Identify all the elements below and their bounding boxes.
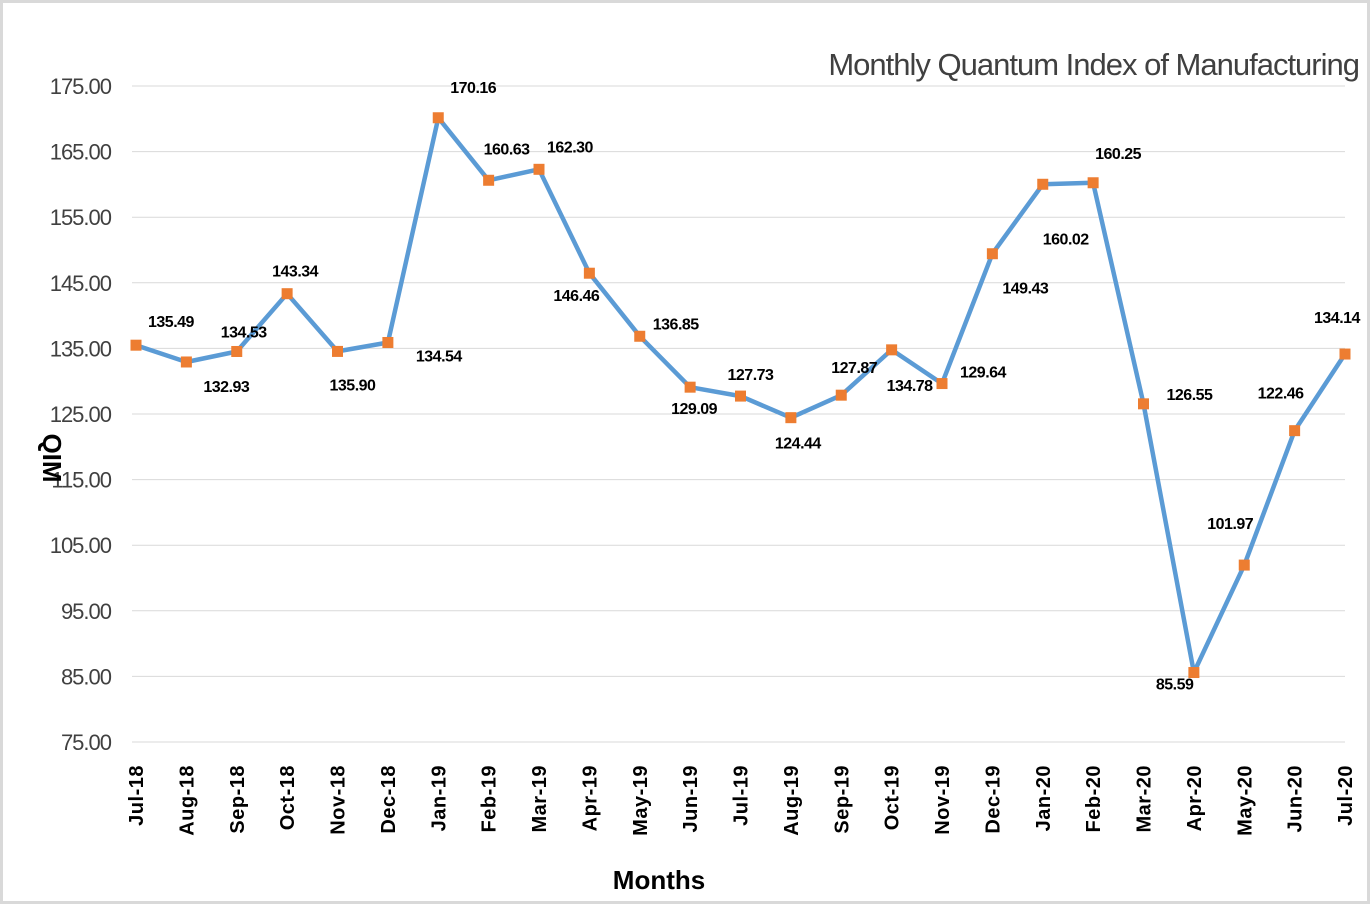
data-label: 134.14 [1314, 310, 1361, 327]
data-label: 129.09 [671, 401, 718, 418]
x-tick-label: Apr-19 [579, 765, 601, 831]
y-tick-label: 75.00 [61, 730, 112, 755]
data-point [483, 174, 495, 186]
data-label: 134.53 [221, 324, 268, 341]
gridlines [132, 85, 1345, 743]
data-label: 136.85 [653, 316, 700, 333]
x-tick-label: Jul-19 [731, 765, 753, 826]
data-point [785, 412, 797, 424]
data-label: 149.43 [1002, 281, 1049, 298]
y-tick-label: 155.00 [50, 205, 112, 230]
data-point [1238, 559, 1250, 571]
x-tick-label: Aug-18 [176, 765, 198, 836]
x-tick-label: Nov-18 [328, 765, 350, 835]
x-axis-ticks: Jul-18 Aug-18 Sep-18 Oct-18 Nov-18 Dec-18 Jan-… [126, 765, 1357, 836]
data-point [1138, 398, 1149, 410]
data-point [936, 378, 948, 390]
x-tick-label: Jul-18 [126, 765, 148, 826]
data-label: 132.93 [203, 379, 250, 396]
y-tick-label: 105.00 [50, 533, 112, 558]
y-tick-label: 125.00 [50, 402, 112, 427]
y-tick-label: 85.00 [61, 664, 112, 689]
data-label: 126.55 [1167, 387, 1214, 404]
data-label: 101.97 [1207, 516, 1254, 533]
x-tick-label: Apr-20 [1184, 765, 1206, 831]
x-tick-label: Jan-20 [1033, 765, 1055, 831]
x-tick-label: Sep-19 [831, 765, 853, 834]
data-label: 85.59 [1156, 677, 1194, 694]
x-tick-label: Sep-18 [227, 765, 249, 834]
y-axis-label: QIM [37, 433, 67, 482]
data-label: 160.63 [484, 141, 531, 158]
data-label: 127.87 [831, 360, 878, 377]
x-tick-label: Mar-20 [1134, 765, 1156, 832]
data-markers [130, 112, 1351, 679]
data-point [180, 356, 192, 368]
data-point [886, 344, 898, 356]
data-point [1339, 348, 1351, 360]
data-point [1037, 178, 1049, 190]
data-label: 170.16 [450, 80, 497, 97]
data-label: 127.73 [728, 367, 775, 384]
data-label: 122.46 [1258, 386, 1305, 403]
data-labels: 135.49 132.93 134.53 143.34 135.90 134.54 170.… [148, 80, 1361, 694]
data-label: 124.44 [775, 436, 822, 453]
data-point [986, 248, 998, 260]
x-tick-label: Jul-20 [1335, 765, 1357, 826]
data-point [533, 163, 545, 175]
x-tick-label: Aug-19 [781, 765, 803, 836]
x-tick-label: Jun-20 [1285, 765, 1307, 832]
y-tick-label: 135.00 [50, 336, 112, 361]
data-label: 135.49 [148, 314, 195, 331]
chart-title: Monthly Quantum Index of Manufacturing [828, 47, 1359, 82]
line-chart: Monthly Quantum Index of Manufacturing 7… [37, 47, 1361, 895]
y-tick-label: 175.00 [50, 74, 112, 99]
x-tick-label: Oct-19 [882, 765, 904, 830]
data-label: 160.25 [1095, 146, 1142, 163]
y-axis-ticks: 75.00 85.00 95.00 105.00 115.00 125.00 135.00 1… [50, 74, 113, 755]
x-tick-label: Feb-19 [479, 765, 501, 832]
data-label: 146.46 [553, 288, 600, 305]
data-label: 160.02 [1043, 231, 1090, 248]
x-tick-label: Oct-18 [277, 765, 299, 830]
data-point [634, 330, 646, 342]
data-point [1289, 425, 1301, 437]
data-point [684, 381, 696, 393]
x-tick-label: Jun-19 [680, 765, 702, 832]
x-axis-label: Months [613, 865, 705, 895]
data-label: 134.78 [887, 378, 934, 395]
data-label: 135.90 [330, 377, 377, 394]
x-tick-label: Mar-19 [529, 765, 551, 832]
data-point [583, 267, 595, 279]
data-point [835, 389, 847, 401]
x-tick-label: May-20 [1234, 765, 1256, 836]
y-tick-label: 95.00 [61, 599, 112, 624]
y-tick-label: 165.00 [50, 140, 112, 165]
x-tick-label: Jan-19 [428, 765, 450, 831]
data-point [1087, 177, 1099, 189]
data-point [432, 112, 444, 124]
x-tick-label: Feb-20 [1083, 765, 1105, 832]
data-point [332, 345, 343, 357]
data-label: 162.30 [547, 139, 594, 156]
y-tick-label: 115.00 [51, 468, 111, 493]
x-tick-label: Nov-19 [932, 765, 954, 835]
data-point [281, 288, 293, 300]
y-tick-label: 145.00 [50, 271, 112, 296]
data-point [130, 339, 142, 351]
x-tick-label: May-19 [630, 765, 652, 836]
x-tick-label: Dec-19 [982, 765, 1004, 834]
data-point [382, 336, 394, 348]
data-point [1188, 667, 1200, 679]
x-tick-label: Dec-18 [378, 765, 400, 834]
data-label: 143.34 [272, 264, 319, 281]
data-point [735, 390, 746, 402]
data-point [231, 345, 243, 357]
data-label: 129.64 [960, 365, 1007, 382]
data-label: 134.54 [416, 348, 463, 365]
